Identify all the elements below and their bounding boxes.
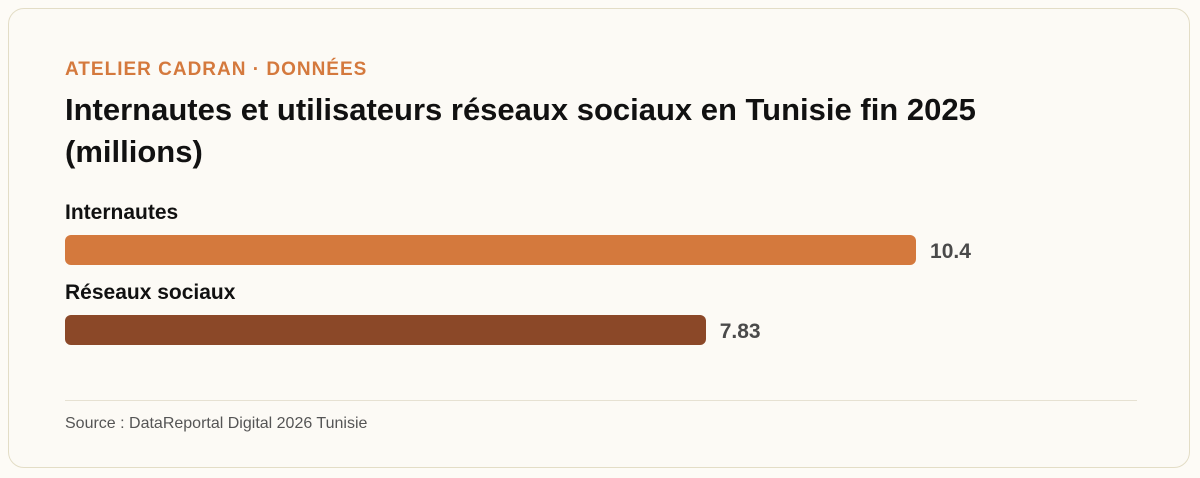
bar-chart: Internautes 10.4 Réseaux sociaux 7.83 [65,201,1137,361]
bar-value-internautes: 10.4 [930,240,971,263]
divider [65,400,1137,401]
bar-internautes [65,235,917,265]
bar-label-reseaux-sociaux: Réseaux sociaux [65,281,236,304]
chart-title: Internautes et utilisateurs réseaux soci… [65,92,976,169]
kicker: ATELIER CADRAN · DONNÉES [65,59,368,80]
bar-value-reseaux-sociaux: 7.83 [719,320,761,343]
source-note: Source : DataReportal Digital 2026 Tunis… [65,415,368,432]
bar-reseaux-sociaux [65,315,706,345]
chart-card: ATELIER CADRAN · DONNÉES Internautes et … [8,8,1190,468]
bar-label-internautes: Internautes [65,201,179,224]
